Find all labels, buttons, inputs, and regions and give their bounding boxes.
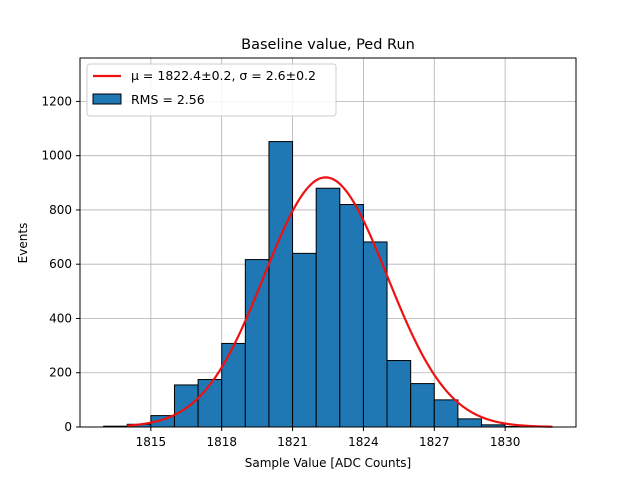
y-tick-label: 0 (64, 420, 72, 434)
y-axis-label: Events (16, 223, 30, 264)
histogram-bar (457, 418, 483, 428)
histogram-bar (244, 259, 270, 428)
y-tick-label: 800 (49, 203, 72, 217)
chart-title: Baseline value, Ped Run (241, 37, 415, 53)
x-tick-label: 1815 (136, 435, 167, 449)
plot-frame (79, 57, 577, 428)
y-tick-label: 200 (49, 366, 72, 380)
fit-curve (127, 176, 553, 428)
histogram-bar (386, 360, 412, 428)
x-axis-ticks: 1815 1818 1821 1824 1827 1830 (136, 427, 521, 449)
legend-box (86, 63, 337, 117)
histogram-bars (103, 141, 530, 428)
histogram-bar (315, 187, 341, 428)
y-tick-label: 400 (49, 311, 72, 325)
x-tick-label: 1824 (348, 435, 379, 449)
histogram-bar (410, 383, 435, 428)
histogram-bar (339, 204, 364, 428)
x-axis-label: Sample Value [ADC Counts] (245, 456, 411, 470)
legend-rms-label: RMS = 2.56 (131, 92, 205, 107)
histogram-bar (268, 141, 294, 428)
y-tick-label: 1200 (41, 94, 72, 108)
histogram-bar (221, 342, 246, 428)
histogram-bar (173, 384, 199, 428)
y-tick-label: 1000 (41, 149, 72, 163)
histogram-bar (433, 399, 459, 428)
gaussian-fit (127, 176, 553, 428)
histogram-bar (197, 379, 223, 428)
legend: μ = 1822.4±0.2, σ = 2.6±0.2 RMS = 2.56 (86, 63, 337, 117)
x-tick-label: 1830 (490, 435, 521, 449)
x-tick-label: 1827 (419, 435, 450, 449)
y-axis-ticks: 0 200 400 600 800 1000 1200 (41, 94, 80, 434)
x-tick-label: 1818 (206, 435, 237, 449)
x-tick-label: 1821 (277, 435, 308, 449)
legend-rms-patch-swatch (92, 93, 122, 105)
y-tick-label: 600 (49, 257, 72, 271)
legend-fit-label: μ = 1822.4±0.2, σ = 2.6±0.2 (131, 68, 316, 83)
histogram-bar (292, 252, 317, 428)
